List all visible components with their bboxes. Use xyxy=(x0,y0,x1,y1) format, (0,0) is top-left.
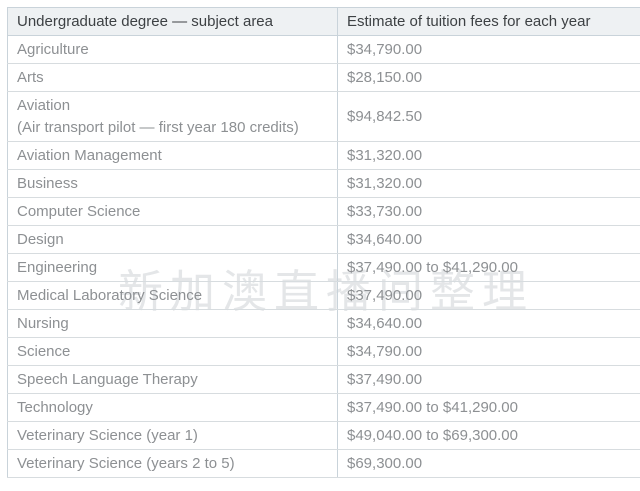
table-row: Aviation Management $31,320.00 xyxy=(8,142,640,170)
table-row: Arts $28,150.00 xyxy=(8,64,640,92)
table-row: Design $34,640.00 xyxy=(8,226,640,254)
fee-cell: $34,790.00 xyxy=(338,338,640,366)
fee-cell: $49,040.00 to $69,300.00 xyxy=(338,422,640,450)
subject-cell: Medical Laboratory Science xyxy=(8,282,338,310)
table-row: Veterinary Science (years 2 to 5) $69,30… xyxy=(8,450,640,478)
fee-cell: $34,640.00 xyxy=(338,310,640,338)
subject-cell: Computer Science xyxy=(8,198,338,226)
table-row: Computer Science $33,730.00 xyxy=(8,198,640,226)
header-tuition-estimate: Estimate of tuition fees for each year xyxy=(338,8,640,36)
subject-cell: Business xyxy=(8,170,338,198)
subject-cell: Aviation Management xyxy=(8,142,338,170)
subject-cell: Science xyxy=(8,338,338,366)
fee-cell: $69,300.00 xyxy=(338,450,640,478)
table-row: Science $34,790.00 xyxy=(8,338,640,366)
subject-cell: Engineering xyxy=(8,254,338,282)
table-row: Business $31,320.00 xyxy=(8,170,640,198)
subject-cell: Agriculture xyxy=(8,36,338,64)
subject-cell: Arts xyxy=(8,64,338,92)
subject-cell: Veterinary Science (year 1) xyxy=(8,422,338,450)
table-row: Agriculture $34,790.00 xyxy=(8,36,640,64)
fee-cell: $31,320.00 xyxy=(338,142,640,170)
fee-cell: $94,842.50 xyxy=(338,92,640,142)
header-row: Undergraduate degree — subject area Esti… xyxy=(8,8,640,36)
table-row: Engineering $37,490.00 to $41,290.00 xyxy=(8,254,640,282)
fee-cell: $31,320.00 xyxy=(338,170,640,198)
header-subject-area: Undergraduate degree — subject area xyxy=(8,8,338,36)
fee-cell: $33,730.00 xyxy=(338,198,640,226)
fee-cell: $37,490.00 xyxy=(338,282,640,310)
fee-cell: $34,640.00 xyxy=(338,226,640,254)
table-header: Undergraduate degree — subject area Esti… xyxy=(8,8,640,36)
fee-cell: $37,490.00 xyxy=(338,366,640,394)
fee-cell: $34,790.00 xyxy=(338,36,640,64)
fee-cell: $37,490.00 to $41,290.00 xyxy=(338,394,640,422)
table-row: Aviation (Air transport pilot — first ye… xyxy=(8,92,640,142)
subject-cell: Design xyxy=(8,226,338,254)
subject-cell: Veterinary Science (years 2 to 5) xyxy=(8,450,338,478)
subject-cell: Technology xyxy=(8,394,338,422)
table-row: Medical Laboratory Science $37,490.00 xyxy=(8,282,640,310)
table-row: Speech Language Therapy $37,490.00 xyxy=(8,366,640,394)
subject-cell: Aviation (Air transport pilot — first ye… xyxy=(8,92,338,142)
fee-cell: $28,150.00 xyxy=(338,64,640,92)
table-row: Technology $37,490.00 to $41,290.00 xyxy=(8,394,640,422)
tuition-fees-table: Undergraduate degree — subject area Esti… xyxy=(7,7,640,478)
subject-cell: Speech Language Therapy xyxy=(8,366,338,394)
table-body: Agriculture $34,790.00 Arts $28,150.00 A… xyxy=(8,36,640,478)
subject-cell: Nursing xyxy=(8,310,338,338)
fee-cell: $37,490.00 to $41,290.00 xyxy=(338,254,640,282)
table-row: Nursing $34,640.00 xyxy=(8,310,640,338)
table-row: Veterinary Science (year 1) $49,040.00 t… xyxy=(8,422,640,450)
